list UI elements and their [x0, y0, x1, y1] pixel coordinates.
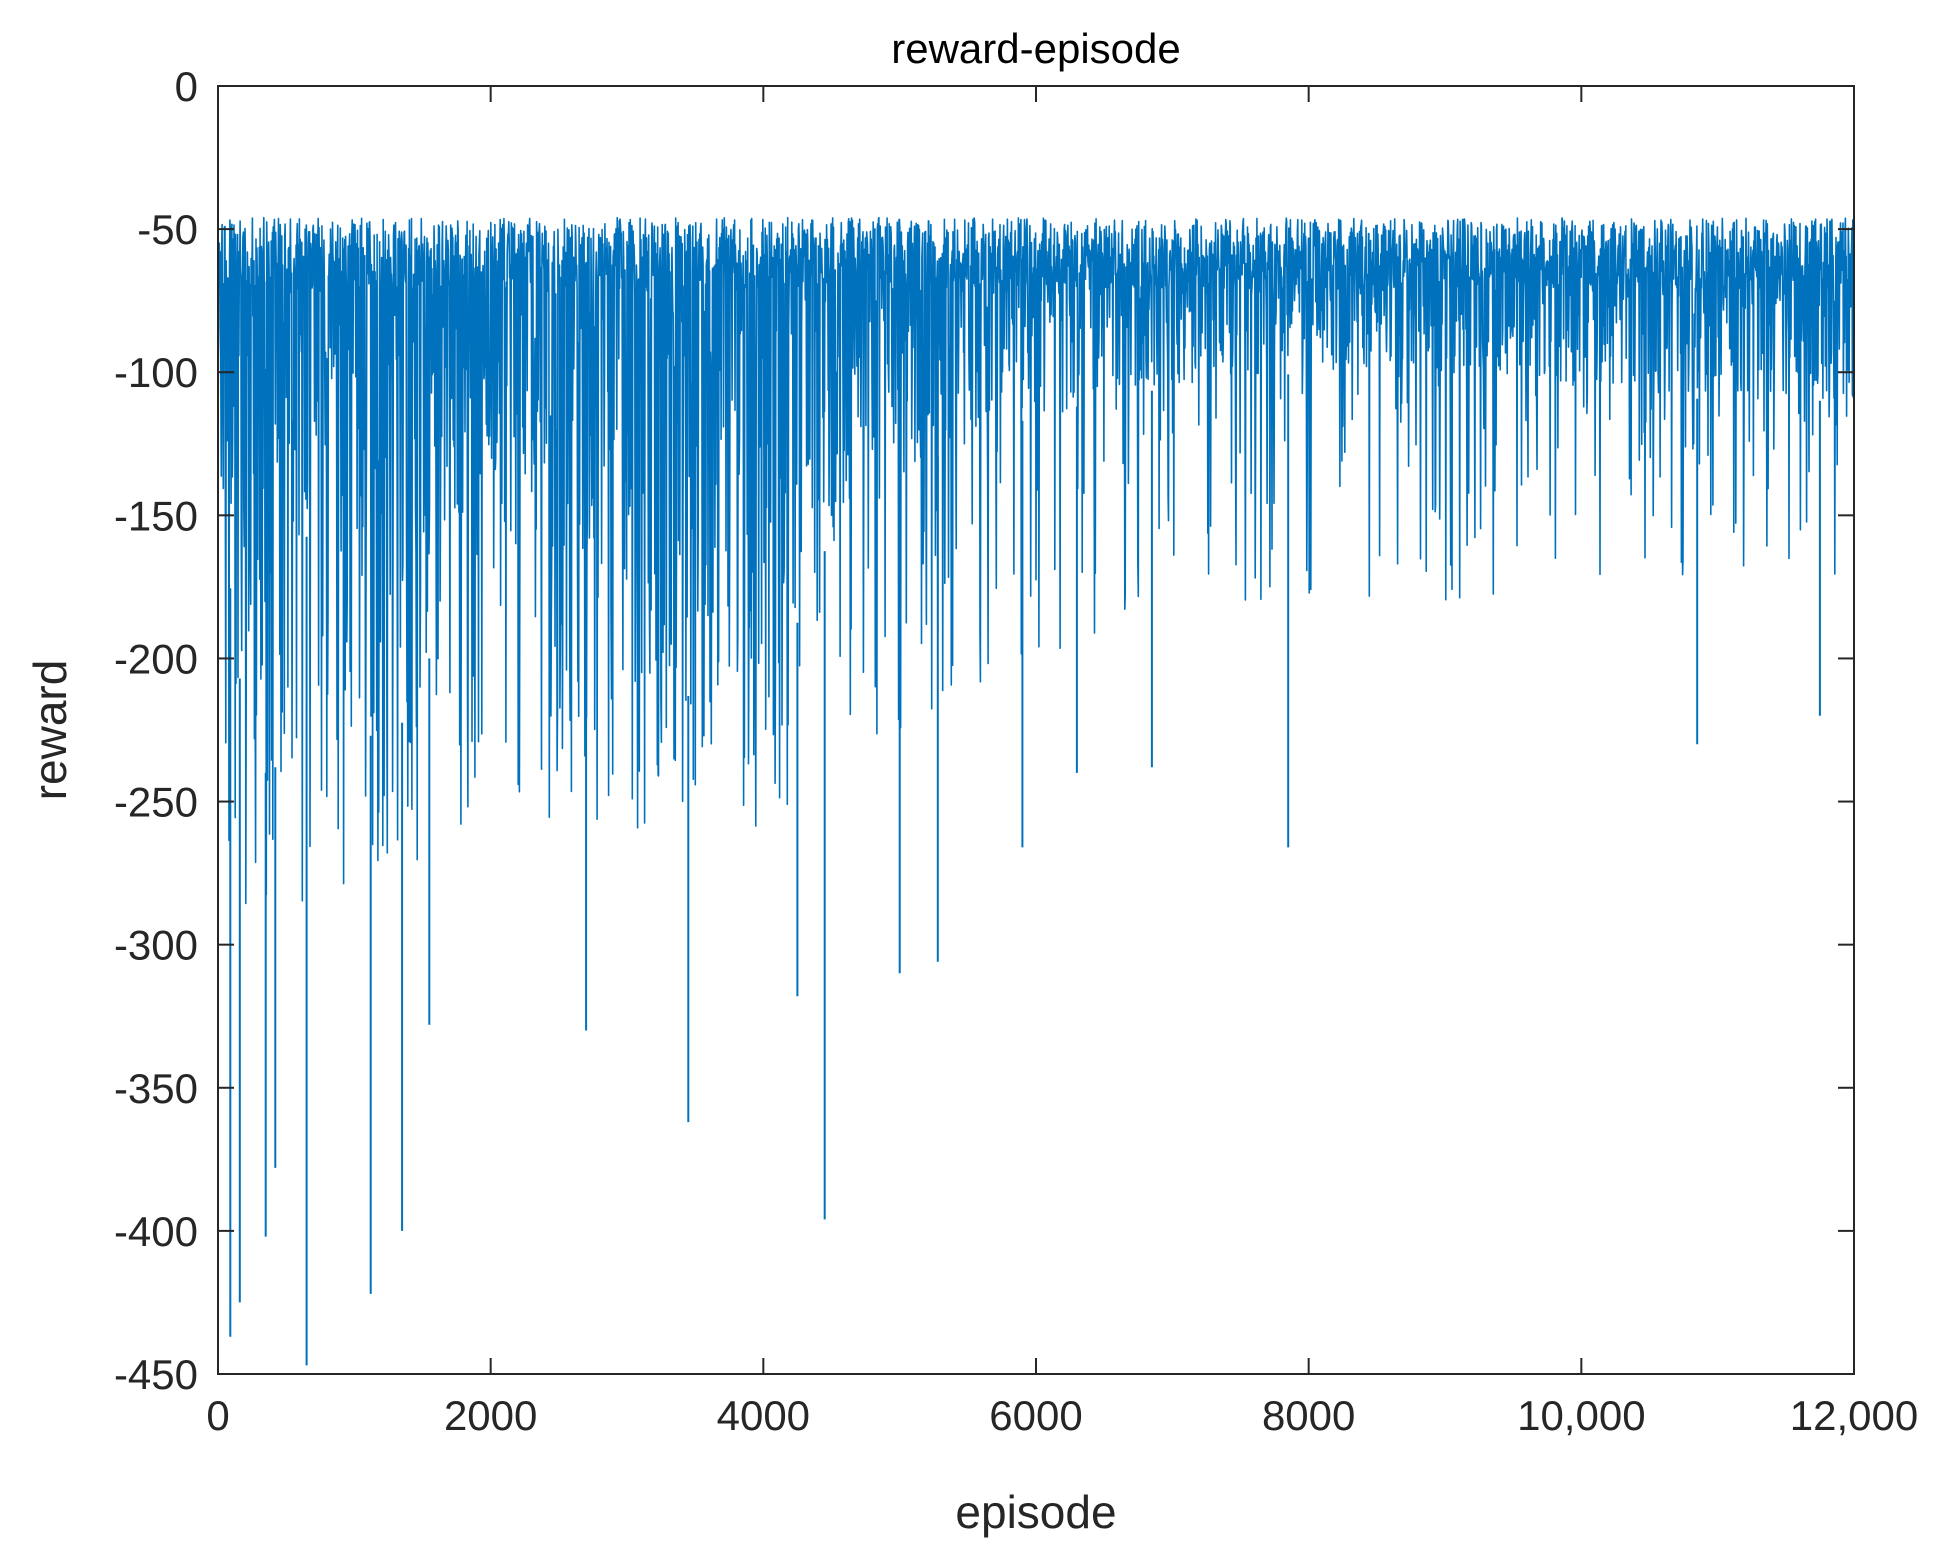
data-series-layer: [217, 216, 1855, 1366]
y-axis-title: reward: [24, 660, 76, 801]
y-tick-label: -300: [114, 922, 198, 969]
x-axis-title: episode: [955, 1486, 1116, 1538]
y-tick-label: -400: [114, 1208, 198, 1255]
y-tick-label: -350: [114, 1065, 198, 1112]
series-line-reward: [217, 216, 1855, 905]
chart-title: reward-episode: [891, 25, 1181, 72]
x-tick-label: 2000: [444, 1392, 537, 1439]
x-tick-label: 10,000: [1517, 1392, 1645, 1439]
y-tick-label: -250: [114, 779, 198, 826]
y-tick-label: -150: [114, 492, 198, 539]
tick-layer: [217, 85, 1855, 1375]
x-tick-label: 8000: [1262, 1392, 1355, 1439]
y-tick-label: -450: [114, 1351, 198, 1398]
x-tick-label: 4000: [717, 1392, 810, 1439]
y-tick-label: -100: [114, 349, 198, 396]
x-tick-label: 12,000: [1790, 1392, 1918, 1439]
y-tick-label: -200: [114, 635, 198, 682]
y-tick-label: -50: [137, 206, 198, 253]
tick-label-layer: 0 2000 4000 6000 8000 10,000 12,000 0 -50 -100 -15…: [114, 63, 1918, 1439]
y-tick-label: 0: [175, 63, 198, 110]
x-tick-label: 0: [206, 1392, 229, 1439]
x-tick-label: 6000: [989, 1392, 1082, 1439]
